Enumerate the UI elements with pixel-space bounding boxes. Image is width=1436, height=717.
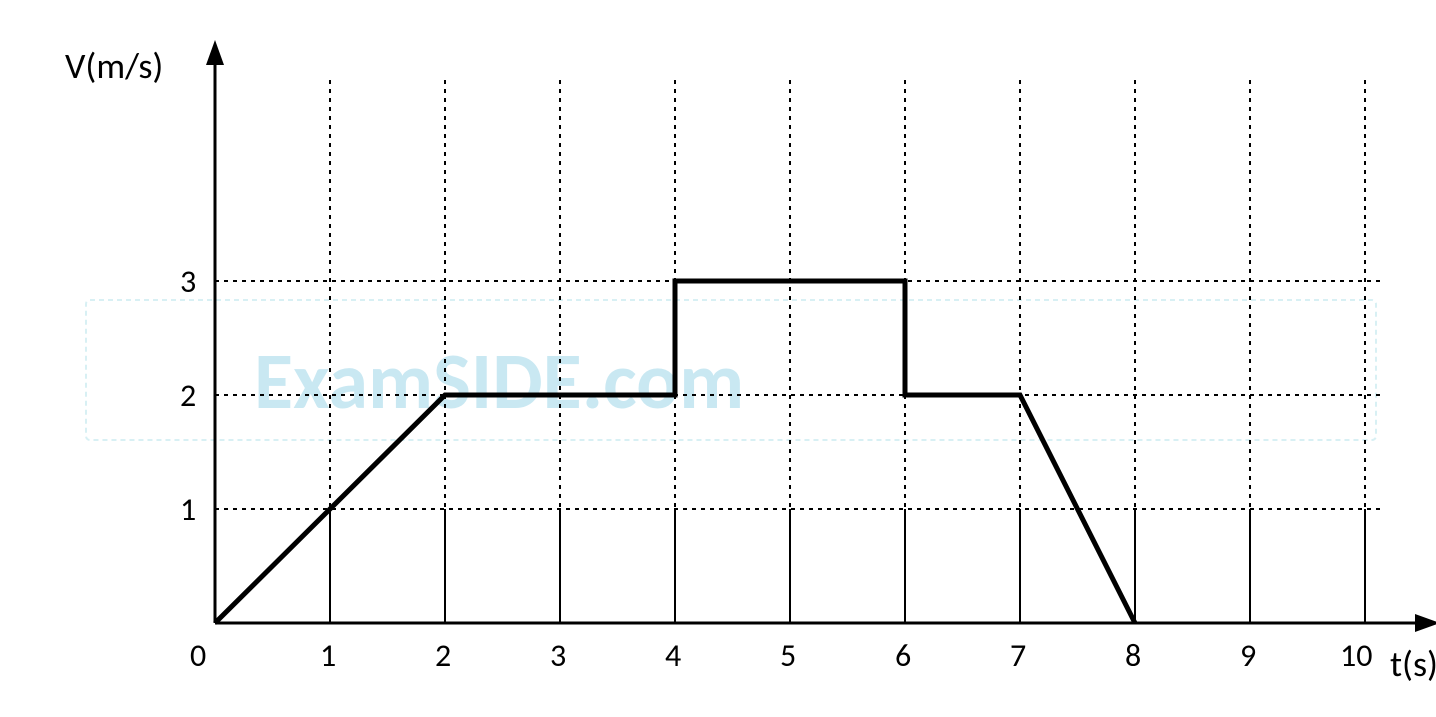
x-tick-10: 10 bbox=[1340, 636, 1372, 675]
x-tick-9: 9 bbox=[1240, 636, 1256, 675]
y-axis-title: V(m/s) bbox=[65, 44, 163, 88]
x-tick-0: 0 bbox=[190, 636, 206, 675]
grid-horizontal bbox=[215, 281, 1380, 509]
x-tick-7: 7 bbox=[1010, 636, 1026, 675]
y-tick-2: 2 bbox=[180, 376, 196, 415]
x-tick-2: 2 bbox=[435, 636, 451, 675]
velocity-time-chart: ExamSIDE.com bbox=[20, 20, 1420, 680]
y-tick-1: 1 bbox=[180, 490, 196, 529]
y-tick-3: 3 bbox=[180, 262, 196, 301]
x-tick-labels: 0 1 2 3 4 5 6 7 8 9 10 bbox=[190, 636, 1372, 675]
x-tick-8: 8 bbox=[1125, 636, 1141, 675]
chart-svg: ExamSIDE.com bbox=[20, 20, 1436, 717]
watermark-text: ExamSIDE.com bbox=[254, 333, 744, 430]
grid-vertical-lower-solid bbox=[330, 509, 1365, 623]
y-tick-labels: 1 2 3 bbox=[180, 262, 196, 529]
x-tick-6: 6 bbox=[895, 636, 911, 675]
x-tick-3: 3 bbox=[550, 636, 566, 675]
x-tick-1: 1 bbox=[320, 636, 336, 675]
x-axis-title: t(s) bbox=[1390, 642, 1436, 686]
x-tick-5: 5 bbox=[780, 636, 796, 675]
x-tick-4: 4 bbox=[665, 636, 681, 675]
